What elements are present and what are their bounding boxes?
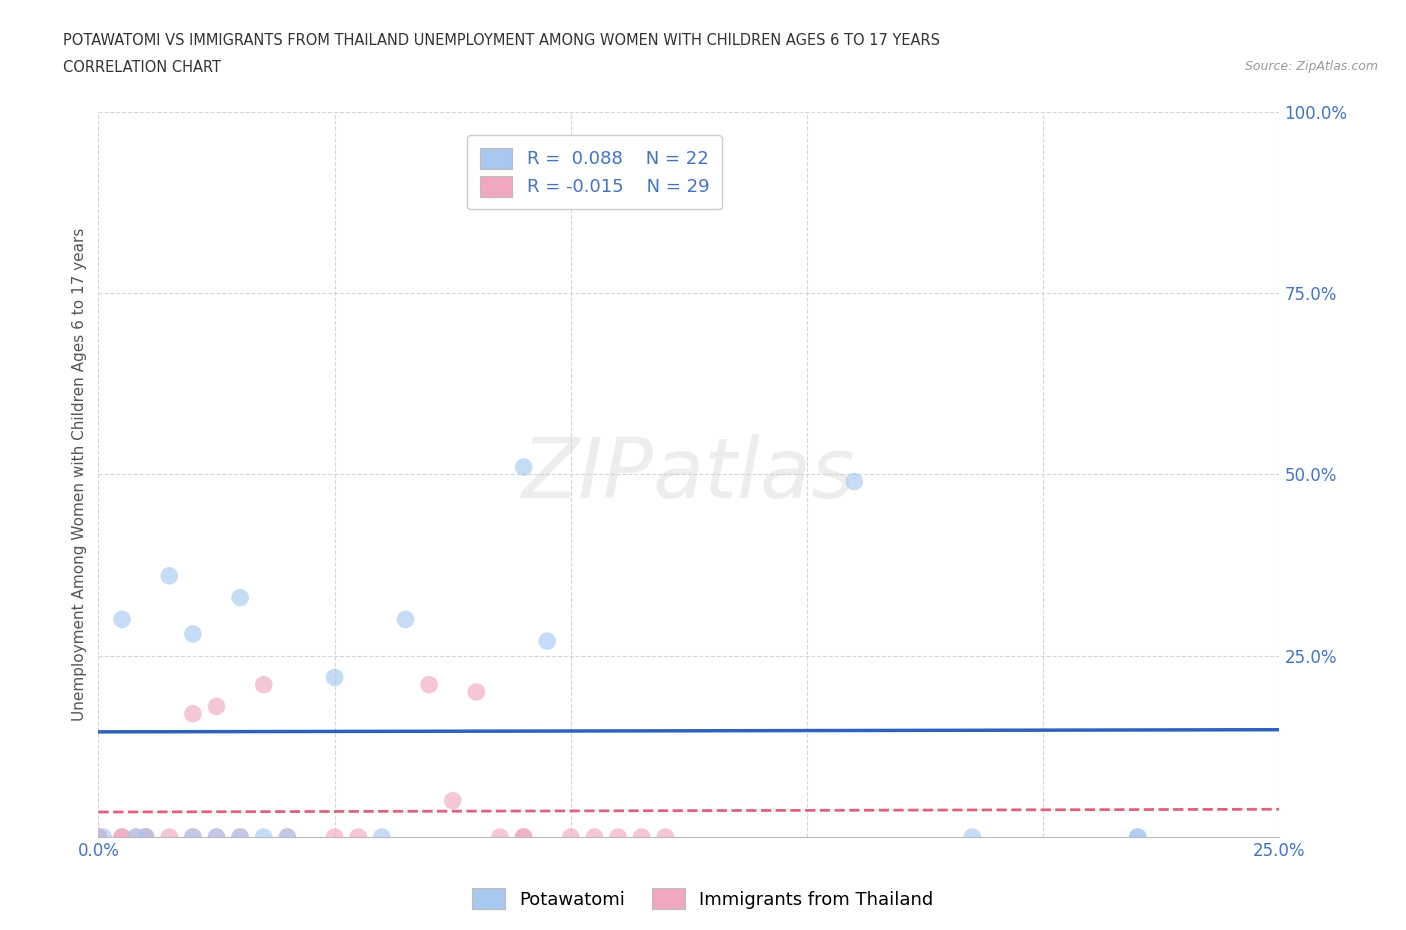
Point [323,670,346,684]
Point [630,830,652,844]
Point [583,830,606,844]
Point [560,830,582,844]
Point [654,830,676,844]
Point [844,474,866,489]
Text: POTAWATOMI VS IMMIGRANTS FROM THAILAND UNEMPLOYMENT AMONG WOMEN WITH CHILDREN AG: POTAWATOMI VS IMMIGRANTS FROM THAILAND U… [63,33,941,47]
Point [465,684,488,699]
Legend: Potawatomi, Immigrants from Thailand: Potawatomi, Immigrants from Thailand [465,881,941,916]
Point [205,699,228,714]
Legend: R =  0.088    N = 22, R = -0.015    N = 29: R = 0.088 N = 22, R = -0.015 N = 29 [467,135,721,209]
Point [229,591,252,605]
Point [347,830,370,844]
Point [536,633,558,648]
Text: CORRELATION CHART: CORRELATION CHART [63,60,221,75]
Point [87,830,110,844]
Point [229,830,252,844]
Point [181,706,204,721]
Point [512,830,534,844]
Point [181,627,204,642]
Point [135,830,157,844]
Text: Source: ZipAtlas.com: Source: ZipAtlas.com [1244,60,1378,73]
Point [125,830,148,844]
Point [253,830,276,844]
Point [418,677,440,692]
Point [229,830,252,844]
Point [512,459,534,474]
Point [111,830,134,844]
Point [181,830,204,844]
Point [512,830,534,844]
Point [205,830,228,844]
Point [323,830,346,844]
Y-axis label: Unemployment Among Women with Children Ages 6 to 17 years: Unemployment Among Women with Children A… [72,228,87,721]
Point [91,830,114,844]
Point [276,830,298,844]
Point [181,830,204,844]
Point [87,830,110,844]
Point [205,830,228,844]
Point [1126,830,1149,844]
Point [125,830,148,844]
Point [962,830,984,844]
Point [111,612,134,627]
Point [276,830,298,844]
Point [135,830,157,844]
Text: ZIPatlas: ZIPatlas [522,433,856,515]
Point [157,830,180,844]
Point [441,793,464,808]
Point [394,612,416,627]
Point [253,677,276,692]
Point [111,830,134,844]
Point [489,830,512,844]
Point [135,830,157,844]
Point [607,830,630,844]
Point [87,830,110,844]
Point [371,830,394,844]
Point [157,568,180,583]
Point [1126,830,1149,844]
